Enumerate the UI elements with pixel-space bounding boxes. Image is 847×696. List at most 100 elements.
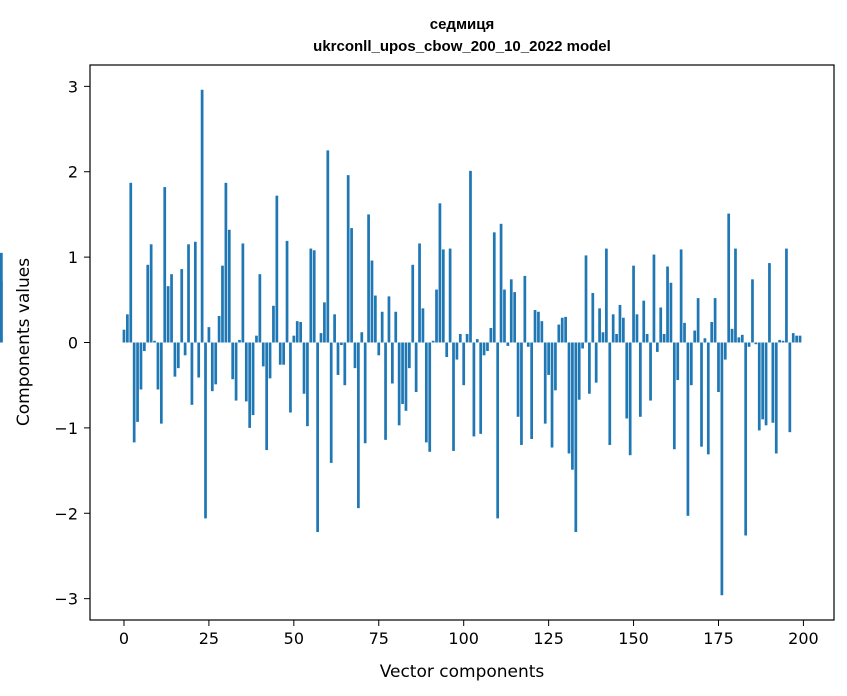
bar-113 bbox=[506, 342, 510, 346]
bar-196 bbox=[788, 342, 792, 433]
bar-132 bbox=[571, 342, 574, 470]
bar-98 bbox=[455, 342, 459, 360]
bar-152 bbox=[639, 342, 642, 417]
plot-area bbox=[90, 65, 834, 620]
x-tick-label: 75 bbox=[369, 629, 389, 648]
bar-178 bbox=[727, 213, 731, 343]
bar-96 bbox=[448, 248, 452, 343]
bar-127 bbox=[554, 342, 557, 391]
bar-156 bbox=[652, 254, 656, 343]
bar-122 bbox=[537, 311, 540, 343]
y-axis-label: Components values bbox=[14, 258, 34, 426]
y-tick-label: −3 bbox=[54, 590, 78, 609]
bar-16 bbox=[176, 342, 180, 369]
bar-7 bbox=[146, 264, 150, 343]
bar-0 bbox=[122, 329, 126, 343]
bar-9 bbox=[153, 340, 156, 343]
bar-90 bbox=[428, 342, 432, 452]
bar-64 bbox=[340, 342, 343, 346]
bar-155 bbox=[649, 342, 652, 401]
x-tick-label: 200 bbox=[788, 629, 819, 648]
bar-54 bbox=[306, 342, 309, 427]
bar-58 bbox=[319, 333, 323, 343]
bar-175 bbox=[717, 342, 720, 393]
bar-160 bbox=[666, 266, 669, 343]
bar-undefined bbox=[0, 281, 3, 343]
bar-5 bbox=[139, 342, 143, 390]
bar-41 bbox=[261, 342, 265, 367]
bar-109 bbox=[492, 232, 496, 343]
bar-94 bbox=[441, 249, 445, 343]
y-tick-label: 2 bbox=[68, 163, 78, 182]
bar-82 bbox=[401, 342, 404, 404]
chart-subtitle: ukrconll_upos_cbow_200_10_2022 model bbox=[313, 38, 611, 55]
bar-194 bbox=[781, 340, 785, 343]
y-tick-label: 0 bbox=[68, 334, 78, 353]
x-tick-label: 50 bbox=[284, 629, 304, 648]
bar-154 bbox=[645, 333, 649, 343]
bar-92 bbox=[435, 289, 438, 343]
bar-8 bbox=[149, 244, 153, 343]
bar-118 bbox=[523, 275, 527, 343]
bar-170 bbox=[700, 342, 703, 447]
bar-141 bbox=[601, 332, 605, 343]
bar-70 bbox=[360, 332, 364, 343]
bar-37 bbox=[248, 342, 252, 428]
bar-189 bbox=[764, 342, 768, 426]
bar-115 bbox=[513, 292, 517, 343]
bar-198 bbox=[795, 335, 798, 343]
bar-128 bbox=[557, 324, 561, 343]
bar-28 bbox=[217, 316, 221, 343]
bar-111 bbox=[499, 223, 503, 343]
bar-162 bbox=[672, 342, 676, 450]
bar-20 bbox=[190, 342, 194, 405]
bar-164 bbox=[679, 249, 683, 343]
bar-125 bbox=[547, 342, 550, 375]
bar-24 bbox=[204, 342, 207, 519]
bar-22 bbox=[197, 342, 201, 378]
bar-18 bbox=[183, 342, 187, 356]
bar-163 bbox=[676, 342, 680, 381]
bar-107 bbox=[486, 342, 489, 352]
bar-73 bbox=[370, 260, 374, 343]
bar-123 bbox=[540, 321, 544, 343]
bar-23 bbox=[200, 89, 204, 343]
bar-14 bbox=[170, 274, 173, 343]
bar-129 bbox=[560, 317, 564, 343]
bar-136 bbox=[584, 255, 588, 343]
bar-197 bbox=[791, 333, 795, 343]
bar-34 bbox=[238, 339, 241, 343]
bar-176 bbox=[720, 342, 724, 596]
bars-group bbox=[0, 89, 802, 596]
bar-40 bbox=[258, 274, 262, 343]
bar-119 bbox=[526, 342, 530, 347]
y-tick-label: 3 bbox=[68, 77, 78, 96]
bar-45 bbox=[275, 195, 279, 343]
bar-148 bbox=[625, 342, 629, 419]
bar-104 bbox=[475, 339, 479, 343]
bar-142 bbox=[605, 248, 608, 343]
bar-86 bbox=[414, 342, 418, 393]
bar-184 bbox=[747, 342, 751, 347]
bar-31 bbox=[227, 229, 231, 343]
bar-35 bbox=[241, 243, 245, 343]
bar-192 bbox=[774, 342, 778, 454]
bar-191 bbox=[771, 342, 775, 423]
bar-151 bbox=[635, 314, 639, 343]
bar-140 bbox=[598, 308, 601, 343]
bar-135 bbox=[581, 342, 584, 349]
bar-56 bbox=[312, 250, 316, 343]
bar-100 bbox=[462, 342, 466, 386]
bar-17 bbox=[180, 269, 184, 343]
bar-165 bbox=[683, 322, 686, 343]
bar-183 bbox=[744, 342, 748, 536]
chart-title: седмиця bbox=[430, 16, 495, 33]
bar-172 bbox=[706, 342, 710, 455]
bar-130 bbox=[564, 316, 567, 343]
bar-89 bbox=[424, 342, 428, 443]
bar-32 bbox=[231, 342, 235, 380]
bar-153 bbox=[642, 300, 646, 343]
bar-177 bbox=[723, 342, 727, 360]
bar-51 bbox=[295, 321, 299, 343]
bar-71 bbox=[363, 342, 367, 444]
